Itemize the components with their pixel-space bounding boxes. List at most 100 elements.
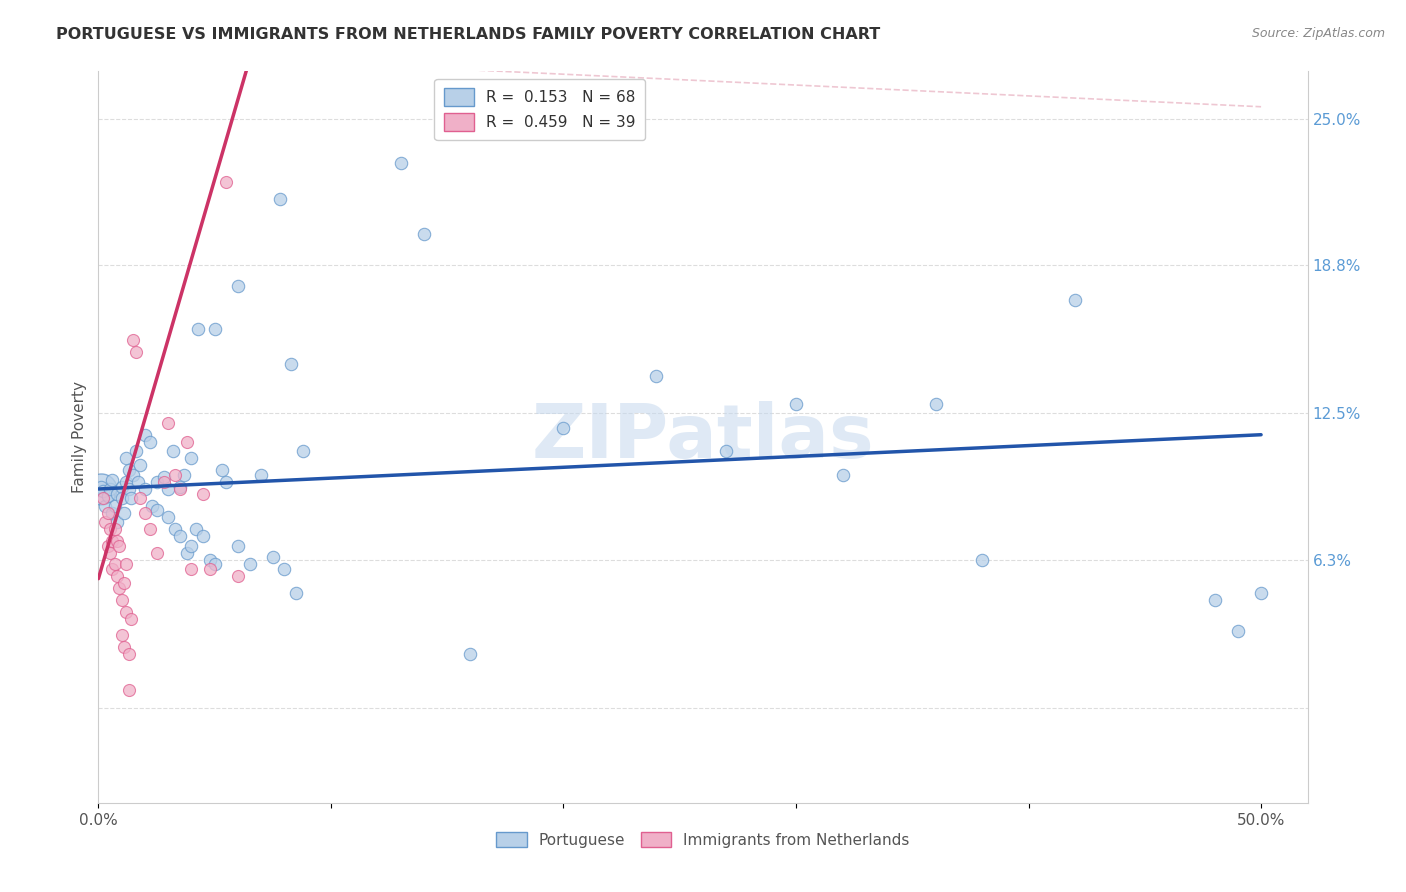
Point <box>292 444 315 458</box>
Point <box>129 491 152 506</box>
Point <box>111 491 134 506</box>
Point <box>226 539 249 553</box>
Point <box>157 416 180 430</box>
Point <box>226 279 249 293</box>
Point <box>413 227 436 242</box>
Point <box>111 628 134 642</box>
Point <box>145 546 167 560</box>
Point <box>94 515 117 529</box>
Point <box>141 499 163 513</box>
Text: PORTUGUESE VS IMMIGRANTS FROM NETHERLANDS FAMILY POVERTY CORRELATION CHART: PORTUGUESE VS IMMIGRANTS FROM NETHERLAND… <box>56 27 880 42</box>
Point <box>204 321 226 335</box>
Point <box>115 451 138 466</box>
Point <box>98 546 121 560</box>
Point <box>115 475 138 489</box>
Point <box>145 475 167 489</box>
Point <box>173 467 195 482</box>
Point <box>118 647 141 661</box>
Point <box>91 491 114 506</box>
Point <box>104 499 127 513</box>
Point <box>176 546 198 560</box>
Point <box>1226 624 1249 638</box>
Point <box>180 562 202 576</box>
Point <box>152 470 174 484</box>
Point <box>112 576 135 591</box>
Point <box>187 321 209 335</box>
Point <box>553 420 575 434</box>
Point <box>134 482 156 496</box>
Point <box>138 434 160 449</box>
Point <box>215 175 238 189</box>
Point <box>97 539 120 553</box>
Point <box>134 427 156 442</box>
Point <box>120 612 142 626</box>
Point <box>101 506 124 520</box>
Point <box>785 397 807 411</box>
Point <box>191 529 214 543</box>
Point <box>250 467 273 482</box>
Text: Source: ZipAtlas.com: Source: ZipAtlas.com <box>1251 27 1385 40</box>
Point <box>460 647 482 661</box>
Point <box>91 484 114 499</box>
Point <box>112 506 135 520</box>
Point <box>90 482 112 496</box>
Point <box>169 482 191 496</box>
Point <box>191 486 214 500</box>
Point <box>165 467 187 482</box>
Point <box>101 473 124 487</box>
Point <box>226 569 249 583</box>
Point <box>1064 293 1087 308</box>
Point <box>104 558 127 572</box>
Point <box>129 458 152 473</box>
Point <box>184 522 207 536</box>
Point <box>112 640 135 654</box>
Point <box>180 539 202 553</box>
Point <box>105 533 128 548</box>
Point <box>120 491 142 506</box>
Point <box>389 156 412 170</box>
Point <box>273 562 295 576</box>
Point <box>285 586 308 600</box>
Point <box>239 558 262 572</box>
Point <box>122 334 145 348</box>
Point <box>105 569 128 583</box>
Y-axis label: Family Poverty: Family Poverty <box>72 381 87 493</box>
Point <box>970 553 993 567</box>
Point <box>101 533 124 548</box>
Point <box>198 553 221 567</box>
Point <box>169 529 191 543</box>
Point <box>98 522 121 536</box>
Point <box>94 499 117 513</box>
Point <box>101 562 124 576</box>
Point <box>118 463 141 477</box>
Point <box>1250 586 1272 600</box>
Point <box>108 539 131 553</box>
Point <box>157 482 180 496</box>
Point <box>165 522 187 536</box>
Point <box>124 444 146 458</box>
Point <box>90 480 112 494</box>
Point <box>124 345 146 359</box>
Point <box>162 444 184 458</box>
Point <box>152 475 174 489</box>
Point <box>108 581 131 595</box>
Point <box>111 480 134 494</box>
Point <box>104 522 127 536</box>
Point <box>118 682 141 697</box>
Point <box>204 558 226 572</box>
Text: ZIPatlas: ZIPatlas <box>531 401 875 474</box>
Point <box>198 562 221 576</box>
Point <box>924 397 946 411</box>
Point <box>134 506 156 520</box>
Point <box>1204 593 1226 607</box>
Legend: Portuguese, Immigrants from Netherlands: Portuguese, Immigrants from Netherlands <box>491 825 915 854</box>
Point <box>105 486 128 500</box>
Point <box>127 475 149 489</box>
Point <box>145 503 167 517</box>
Point <box>105 515 128 529</box>
Point <box>262 550 284 565</box>
Point <box>169 480 191 494</box>
Point <box>97 489 120 503</box>
Point <box>115 558 138 572</box>
Point <box>122 467 145 482</box>
